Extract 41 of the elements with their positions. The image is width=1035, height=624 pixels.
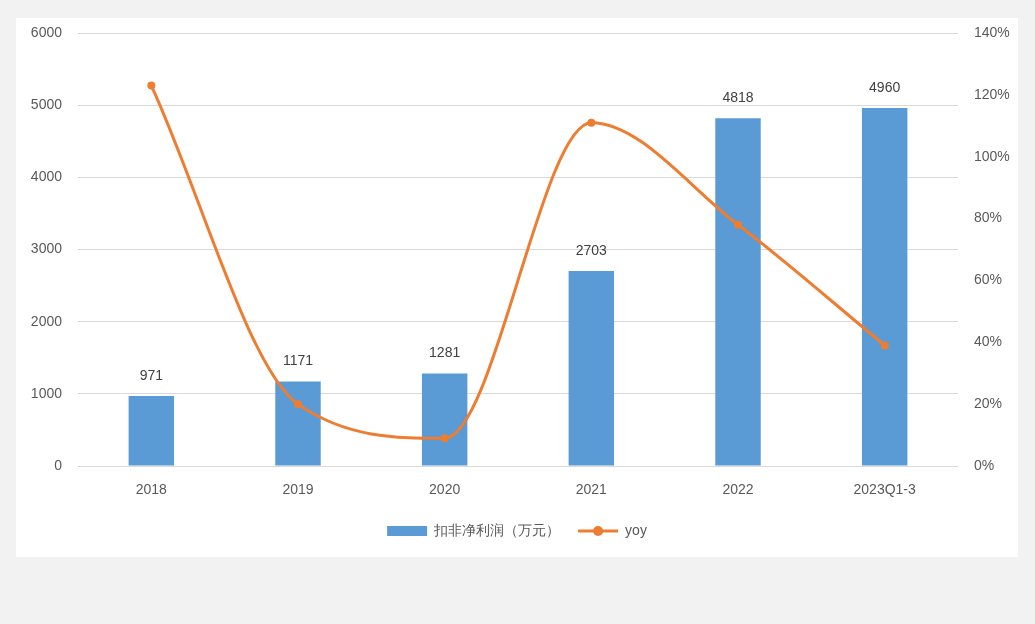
x-tick-label: 2020 (429, 481, 461, 498)
bar (861, 108, 908, 466)
y2-tick-label: 80% (974, 209, 1003, 226)
y-tick-label: 1000 (30, 384, 63, 401)
data-label: 4960 (869, 78, 901, 95)
y-tick-label: 3000 (30, 240, 63, 257)
bar (421, 373, 468, 466)
x-tick-label: 2018 (135, 481, 168, 498)
data-label: 1171 (282, 352, 314, 369)
x-tick-label: 2021 (575, 481, 608, 498)
x-tick-label: 2023Q1-3 (853, 481, 917, 498)
legend-label: yoy (625, 521, 647, 538)
data-label: 2703 (575, 241, 608, 258)
point (587, 118, 596, 127)
y2-tick-label: 120% (974, 85, 1010, 102)
y2-tick-label: 140% (974, 23, 1010, 40)
y-tick-label: 5000 (30, 96, 63, 113)
y2-tick-label: 40% (974, 333, 1003, 350)
bar (568, 270, 615, 466)
point (294, 400, 302, 409)
point (440, 434, 449, 443)
bar (275, 381, 321, 466)
point (147, 81, 156, 90)
y2-tick-label: 20% (974, 395, 1003, 411)
data-label: 971 (139, 366, 164, 383)
bar (128, 395, 175, 466)
y-tick-label: 6000 (30, 23, 63, 40)
y-tick-label: 4000 (30, 168, 63, 185)
data-label: 4818 (722, 89, 754, 106)
data-label: 1281 (429, 344, 461, 361)
point (734, 220, 742, 229)
y2-tick-label: 100% (974, 147, 1010, 164)
x-tick-label: 2019 (282, 481, 314, 498)
y2-tick-label: 0% (974, 456, 995, 473)
point (880, 341, 889, 350)
legend-label: 扣非净利润（万元） (433, 521, 561, 538)
x-tick-label: 2022 (722, 481, 754, 498)
y2-tick-label: 60% (974, 271, 1003, 288)
y-tick-label: 2000 (30, 312, 63, 329)
y-tick-label: 0 (54, 456, 63, 473)
bar (715, 118, 761, 466)
